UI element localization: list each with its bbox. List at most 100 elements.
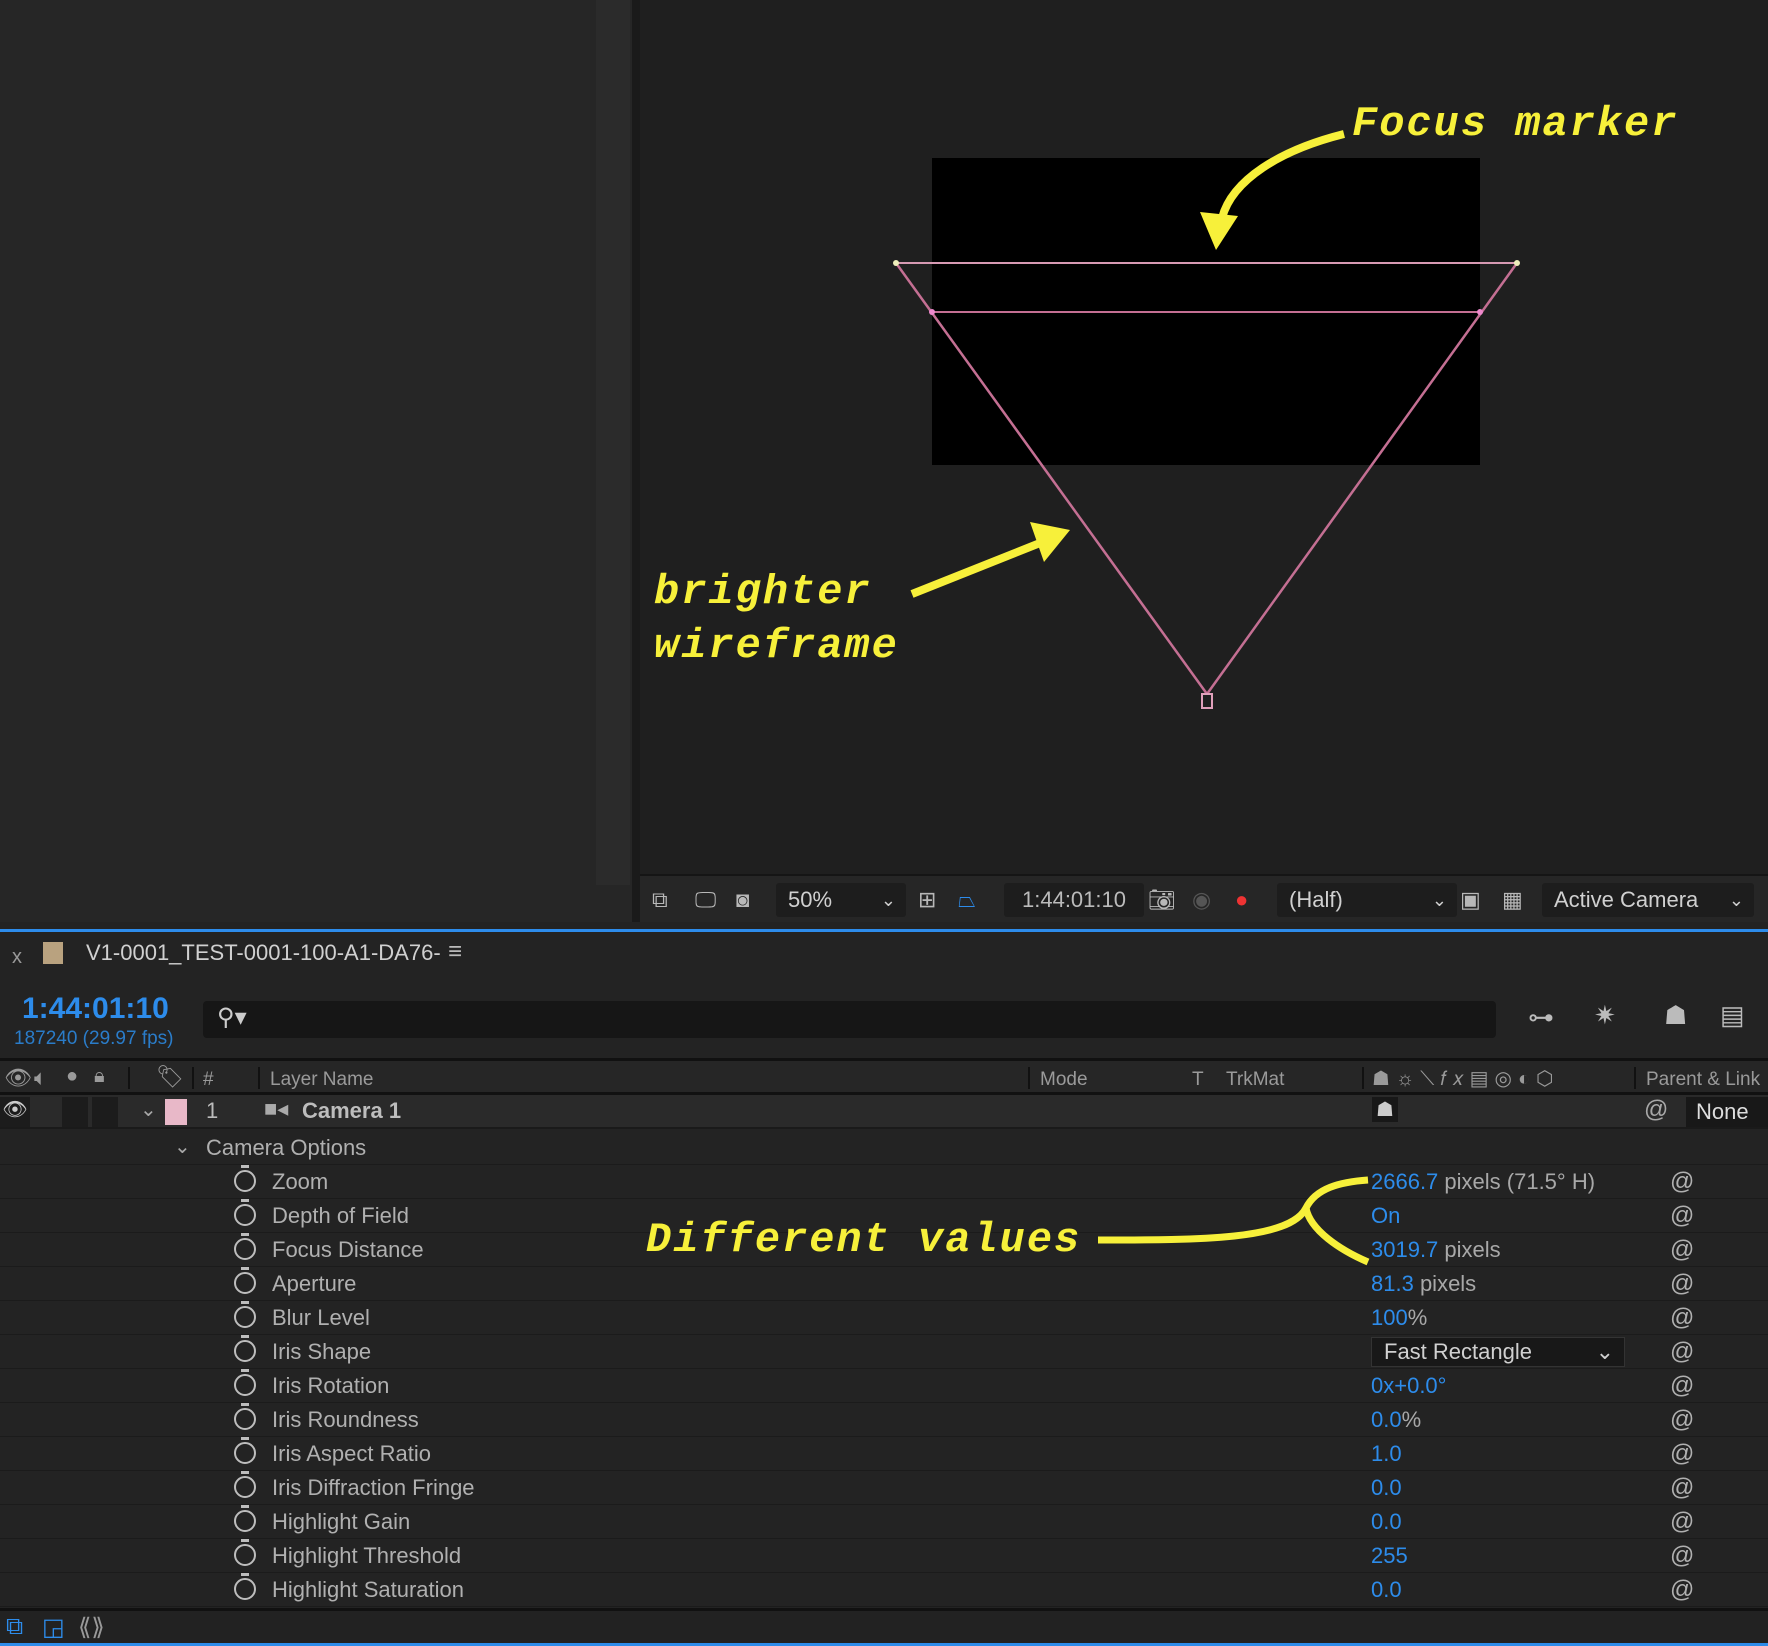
layer-label-color[interactable] bbox=[165, 1099, 187, 1125]
layer-switches-toggle-icon[interactable]: ⧉ bbox=[6, 1613, 24, 1640]
property-row[interactable]: Iris Rotation 0x+0.0° @ bbox=[0, 1369, 1768, 1403]
camera-snapshot-icon[interactable]: 📷︎ bbox=[1148, 887, 1176, 912]
hamburger-icon[interactable]: ≡ bbox=[448, 938, 463, 965]
stopwatch-icon[interactable] bbox=[234, 1437, 256, 1464]
property-row[interactable]: Iris Shape Fast Rectangle ⌄ @ bbox=[0, 1335, 1768, 1369]
property-row[interactable]: Depth of Field On @ bbox=[0, 1199, 1768, 1233]
pick-whip-icon[interactable]: @ bbox=[1670, 1202, 1695, 1229]
shy-layers-icon[interactable]: ☗ bbox=[1664, 1000, 1688, 1030]
transparency-grid-icon[interactable]: ▦ bbox=[1502, 887, 1523, 912]
property-row[interactable]: Focus Distance 3019.7 pixels @ bbox=[0, 1233, 1768, 1267]
camera-options-group[interactable]: ⌄ Camera Options bbox=[0, 1131, 1768, 1165]
audio-icon[interactable]: 🔈︎ bbox=[34, 1065, 48, 1090]
property-row[interactable]: Zoom 2666.7 pixels (71.5° H) @ bbox=[0, 1165, 1768, 1199]
mask-icon[interactable]: ◙ bbox=[736, 887, 750, 912]
column-trkmat[interactable]: TrkMat bbox=[1226, 1069, 1285, 1090]
property-value[interactable]: On bbox=[1371, 1203, 1401, 1228]
stopwatch-icon[interactable] bbox=[234, 1403, 256, 1430]
property-row[interactable]: Iris Roundness 0.0% @ bbox=[0, 1403, 1768, 1437]
channels-icon[interactable]: ● bbox=[1235, 887, 1249, 912]
zoom-dropdown[interactable]: 50% ⌄ bbox=[776, 883, 906, 917]
pick-whip-icon[interactable]: @ bbox=[1670, 1304, 1695, 1331]
expand-chevron-icon[interactable]: ⌄ bbox=[140, 1099, 157, 1121]
property-value[interactable]: 2666.7 pixels (71.5° H) bbox=[1371, 1169, 1596, 1194]
property-row[interactable]: Aperture 81.3 pixels @ bbox=[0, 1267, 1768, 1301]
property-value[interactable]: 100% bbox=[1371, 1305, 1428, 1330]
stopwatch-icon[interactable] bbox=[234, 1267, 256, 1294]
visibility-toggle[interactable]: 👁︎ bbox=[0, 1097, 30, 1127]
viewer-timecode[interactable]: 1:44:01:10 bbox=[1004, 883, 1144, 917]
pick-whip-icon[interactable]: @ bbox=[1670, 1406, 1695, 1433]
iris-shape-dropdown[interactable]: Fast Rectangle ⌄ bbox=[1371, 1337, 1625, 1367]
view-dropdown[interactable]: Active Camera ⌄ bbox=[1542, 883, 1754, 917]
label-tag-icon[interactable]: 🏷︎ bbox=[156, 1064, 184, 1089]
solo-icon[interactable]: ● bbox=[66, 1065, 79, 1087]
pick-whip-icon[interactable]: @ bbox=[1670, 1440, 1695, 1467]
eye-icon[interactable]: 👁︎ bbox=[4, 1065, 32, 1090]
shy-switch-icon[interactable]: ☗ bbox=[1372, 1097, 1398, 1122]
stopwatch-icon[interactable] bbox=[234, 1539, 256, 1566]
stopwatch-icon[interactable] bbox=[234, 1165, 256, 1192]
property-value[interactable]: 0x+0.0° bbox=[1371, 1373, 1447, 1398]
pick-whip-icon[interactable]: @ bbox=[1670, 1338, 1695, 1365]
property-value[interactable]: 0.0 bbox=[1371, 1577, 1402, 1602]
property-value[interactable]: 0.0 bbox=[1371, 1475, 1402, 1500]
close-tab-button[interactable]: x bbox=[12, 946, 22, 968]
switches-icons[interactable]: ☗☼⟍𝑓𝑥▤◎◐⬡ bbox=[1372, 1068, 1560, 1090]
pick-whip-icon[interactable]: @ bbox=[1670, 1270, 1695, 1297]
stopwatch-icon[interactable] bbox=[234, 1369, 256, 1396]
property-row[interactable]: Highlight Saturation 0.0 @ bbox=[0, 1573, 1768, 1607]
pick-whip-icon[interactable]: @ bbox=[1670, 1542, 1695, 1569]
property-value[interactable]: 0.0% bbox=[1371, 1407, 1422, 1432]
draft-3d-icon[interactable]: ✷ bbox=[1594, 1000, 1616, 1030]
composition-flowchart-icon[interactable]: ⊶ bbox=[1528, 1002, 1554, 1032]
property-row[interactable]: Iris Diffraction Fringe 0.0 @ bbox=[0, 1471, 1768, 1505]
panel-scrollbar[interactable] bbox=[596, 0, 630, 885]
property-row[interactable]: Iris Aspect Ratio 1.0 @ bbox=[0, 1437, 1768, 1471]
grid-icon[interactable]: ⊞ bbox=[918, 887, 937, 912]
stopwatch-icon[interactable] bbox=[234, 1505, 256, 1532]
stopwatch-icon[interactable] bbox=[234, 1573, 256, 1600]
property-row[interactable]: Blur Level 100% @ bbox=[0, 1301, 1768, 1335]
lock-icon[interactable]: 🔒︎ bbox=[94, 1065, 105, 1087]
layer-row[interactable]: 👁︎ ⌄ 1 ■◂ Camera 1 ☗ @ None bbox=[0, 1095, 1768, 1129]
column-mode[interactable]: Mode bbox=[1040, 1069, 1088, 1090]
column-parent-link[interactable]: Parent & Link bbox=[1646, 1069, 1761, 1090]
lock-toggle[interactable] bbox=[92, 1097, 118, 1127]
region-of-interest-icon[interactable]: ▣ bbox=[1460, 887, 1481, 912]
stopwatch-icon[interactable] bbox=[234, 1301, 256, 1328]
pick-whip-icon[interactable]: @ bbox=[1670, 1236, 1695, 1263]
panel-divider[interactable] bbox=[632, 0, 640, 922]
property-value[interactable]: 1.0 bbox=[1371, 1441, 1402, 1466]
transfer-controls-toggle-icon[interactable]: ◲ bbox=[42, 1614, 65, 1641]
resolution-dropdown[interactable]: (Half) ⌄ bbox=[1277, 883, 1457, 917]
pick-whip-icon[interactable]: @ bbox=[1670, 1168, 1695, 1195]
monitor-icon[interactable]: 🖵 bbox=[695, 887, 717, 912]
current-time[interactable]: 1:44:01:10 bbox=[22, 992, 169, 1025]
pick-whip-icon[interactable]: @ bbox=[1670, 1372, 1695, 1399]
stopwatch-icon[interactable] bbox=[234, 1335, 256, 1362]
column-t[interactable]: T bbox=[1192, 1069, 1204, 1090]
property-row[interactable]: Highlight Gain 0.0 @ bbox=[0, 1505, 1768, 1539]
column-number[interactable]: # bbox=[203, 1069, 214, 1090]
mask-path-icon[interactable]: ⏢ bbox=[958, 887, 976, 912]
pick-whip-icon[interactable]: @ bbox=[1670, 1508, 1695, 1535]
preview-icon[interactable]: ⧉ bbox=[652, 887, 668, 912]
layer-name[interactable]: Camera 1 bbox=[302, 1098, 402, 1123]
pick-whip-icon[interactable]: @ bbox=[1670, 1576, 1695, 1603]
comp-tab-title[interactable]: V1-0001_TEST-0001-100-A1-DA76- bbox=[86, 940, 441, 965]
frame-blending-icon[interactable]: ▤ bbox=[1720, 1000, 1745, 1030]
pick-whip-icon[interactable]: @ bbox=[1644, 1096, 1669, 1123]
property-row[interactable]: Highlight Threshold 255 @ bbox=[0, 1539, 1768, 1573]
property-value[interactable]: 3019.7 pixels bbox=[1371, 1237, 1501, 1262]
pick-whip-icon[interactable]: @ bbox=[1670, 1474, 1695, 1501]
expand-chevron-icon[interactable]: ⌄ bbox=[174, 1136, 191, 1158]
property-value[interactable]: 255 bbox=[1371, 1543, 1408, 1568]
property-value[interactable]: 0.0 bbox=[1371, 1509, 1402, 1534]
solo-toggle[interactable] bbox=[62, 1097, 88, 1127]
property-value[interactable]: 81.3 pixels bbox=[1371, 1271, 1477, 1296]
show-snapshot-icon[interactable]: ◉ bbox=[1192, 887, 1212, 912]
stopwatch-icon[interactable] bbox=[234, 1471, 256, 1498]
parent-dropdown[interactable]: None bbox=[1686, 1097, 1768, 1127]
column-layer-name[interactable]: Layer Name bbox=[270, 1069, 374, 1090]
